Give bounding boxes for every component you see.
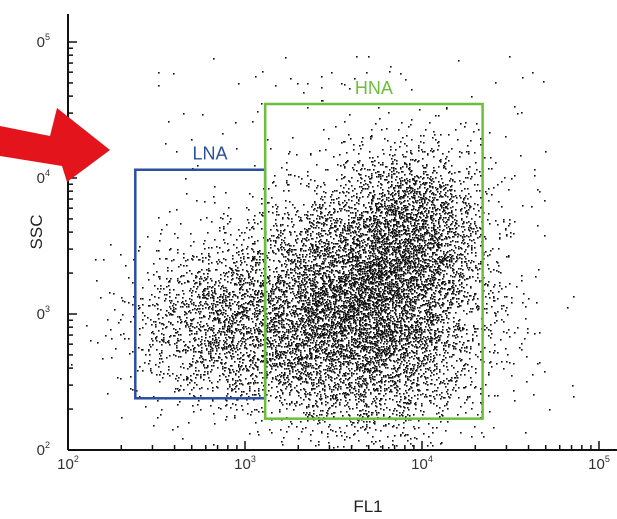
y-tick-label: 03: [37, 304, 50, 323]
x-tick-label: 102: [57, 454, 79, 473]
x-tick-label: 105: [588, 454, 610, 473]
red-arrow-annotation: [0, 108, 110, 182]
y-tick-label: 02: [37, 440, 50, 459]
tick-labels: 102 103 104 105 02 03 04 05: [37, 32, 610, 473]
red-arrow: [0, 108, 110, 182]
x-tick-label: 103: [234, 454, 256, 473]
y-tick-label: 05: [37, 32, 50, 51]
gates: LNA HNA: [134, 78, 484, 420]
x-axis-label: FL1: [353, 497, 382, 516]
gate-hna: [263, 102, 484, 420]
gate-label-lna: LNA: [192, 144, 227, 164]
x-tick-label: 104: [411, 454, 433, 473]
y-axis-label: SSC: [27, 215, 46, 250]
gate-label-hna: HNA: [355, 78, 393, 98]
y-tick-label: 04: [37, 168, 50, 187]
ticks: [67, 41, 600, 451]
